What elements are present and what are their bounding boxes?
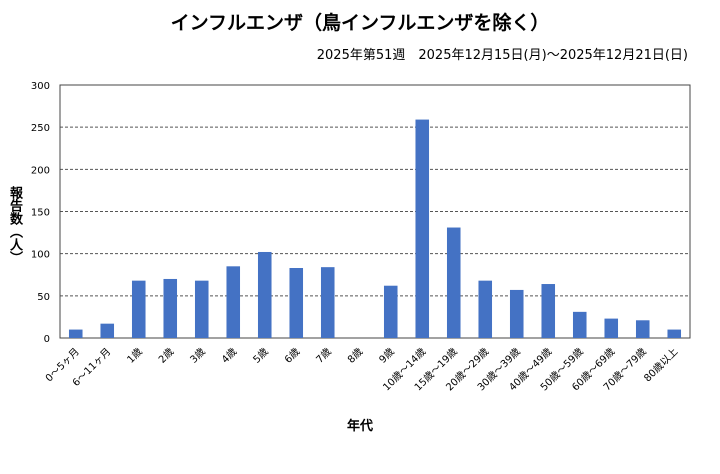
bar	[478, 280, 493, 338]
bar	[320, 267, 335, 338]
y-tick-label: 200	[31, 165, 50, 176]
y-tick-label: 150	[31, 208, 50, 219]
x-tick-label: 8歳	[345, 346, 365, 366]
x-tick-label: 5歳	[251, 346, 271, 366]
y-tick-label: 300	[31, 81, 50, 92]
bar	[257, 251, 272, 338]
bar	[509, 289, 524, 338]
x-tick-label: 1歳	[125, 346, 145, 366]
x-tick-label: 9歳	[377, 346, 397, 366]
y-tick-label: 50	[37, 292, 50, 303]
bar	[446, 227, 461, 338]
y-tick-label: 0	[44, 334, 50, 345]
bar	[226, 266, 241, 338]
bar	[194, 280, 209, 338]
bar	[163, 278, 178, 338]
plot-border	[59, 84, 691, 339]
bar	[635, 320, 650, 338]
bar	[572, 311, 587, 338]
x-tick-label: 80歳以上	[642, 346, 681, 385]
chart-title: インフルエンザ（鳥インフルエンザを除く）	[170, 12, 550, 34]
bar	[667, 329, 682, 338]
bar	[415, 119, 430, 339]
bar	[604, 318, 619, 338]
x-tick-label: 2歳	[156, 346, 176, 366]
y-axis-label: 報告数（人）	[7, 186, 22, 264]
bar	[541, 284, 556, 338]
x-tick-label: 7歳	[314, 346, 334, 366]
bar	[289, 268, 304, 338]
y-tick-label: 250	[31, 123, 50, 134]
bar	[131, 280, 146, 338]
x-tick-label: 4歳	[219, 346, 239, 366]
x-tick-label: 3歳	[188, 346, 208, 366]
bar	[383, 285, 398, 338]
bar	[68, 329, 83, 338]
x-axis-label: 年代	[346, 419, 373, 434]
bar	[100, 323, 115, 338]
x-tick-label: 6歳	[282, 346, 302, 366]
chart-subtitle: 2025年第51週 2025年12月15日(月)～2025年12月21日(日)	[316, 48, 688, 63]
y-tick-label: 100	[31, 250, 50, 261]
